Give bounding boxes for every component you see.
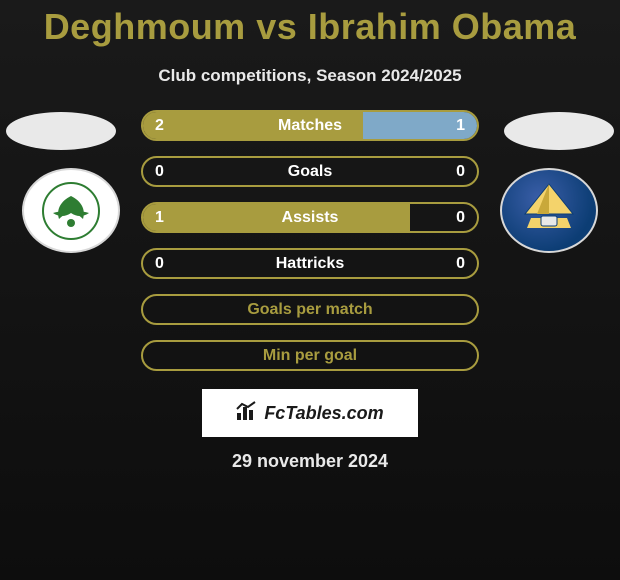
date-text: 29 november 2024 <box>0 451 620 472</box>
stat-row: Min per goal <box>141 340 479 371</box>
comparison-content: 21Matches 00Goals 10Assists 00Hattricks Goal… <box>0 110 620 371</box>
stat-label: Hattricks <box>143 255 477 273</box>
chart-icon <box>236 401 258 426</box>
stat-label: Goals per match <box>143 301 477 319</box>
pyramids-icon <box>519 178 579 243</box>
stat-row: 10Assists <box>141 202 479 233</box>
stat-label: Matches <box>143 117 477 135</box>
team-logo-left <box>22 168 120 253</box>
brand-text: FcTables.com <box>264 403 383 424</box>
subtitle: Club competitions, Season 2024/2025 <box>0 66 620 86</box>
stats-list: 21Matches 00Goals 10Assists 00Hattricks Goal… <box>141 110 479 371</box>
stat-row: 00Goals <box>141 156 479 187</box>
team-logo-right <box>500 168 598 253</box>
stat-label: Min per goal <box>143 347 477 365</box>
stat-label: Goals <box>143 163 477 181</box>
brand-box[interactable]: FcTables.com <box>202 389 418 437</box>
player-left-oval <box>6 112 116 150</box>
stat-row: 00Hattricks <box>141 248 479 279</box>
player-right-oval <box>504 112 614 150</box>
green-eagle-icon <box>41 181 101 241</box>
stat-label: Assists <box>143 209 477 227</box>
stat-row: Goals per match <box>141 294 479 325</box>
stat-row: 21Matches <box>141 110 479 141</box>
page-title: Deghmoum vs Ibrahim Obama <box>0 0 620 48</box>
